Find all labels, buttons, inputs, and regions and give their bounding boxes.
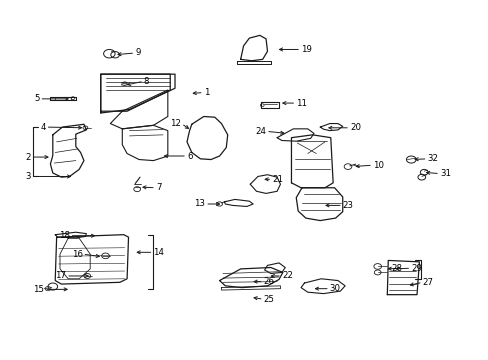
Text: 31: 31 [439, 169, 450, 178]
Text: 8: 8 [143, 77, 149, 86]
Text: 23: 23 [342, 201, 353, 210]
Text: 10: 10 [372, 161, 383, 170]
Text: 7: 7 [156, 183, 161, 192]
Text: 12: 12 [170, 119, 181, 128]
Text: 32: 32 [427, 154, 438, 163]
Text: 11: 11 [296, 99, 306, 108]
Text: 1: 1 [203, 88, 209, 97]
Text: 24: 24 [255, 127, 265, 136]
Text: 25: 25 [263, 295, 274, 304]
Text: 19: 19 [301, 45, 311, 54]
Text: 21: 21 [272, 175, 283, 184]
Text: 30: 30 [329, 284, 340, 293]
Text: 22: 22 [281, 271, 292, 280]
Text: 14: 14 [153, 248, 164, 257]
Text: 26: 26 [263, 277, 274, 286]
Text: 4: 4 [40, 123, 45, 132]
Text: 6: 6 [186, 152, 192, 161]
Text: 15: 15 [33, 285, 44, 294]
Text: 16: 16 [71, 249, 82, 258]
Text: 27: 27 [422, 278, 433, 287]
Text: 13: 13 [194, 199, 205, 208]
Text: 18: 18 [59, 231, 69, 240]
Text: 5: 5 [34, 94, 40, 103]
Text: 29: 29 [410, 264, 421, 273]
Text: 2: 2 [26, 153, 31, 162]
Text: 3: 3 [26, 172, 31, 181]
Text: 9: 9 [135, 49, 141, 58]
Text: 20: 20 [349, 123, 360, 132]
Text: 17: 17 [55, 271, 66, 280]
Text: 28: 28 [391, 264, 402, 273]
